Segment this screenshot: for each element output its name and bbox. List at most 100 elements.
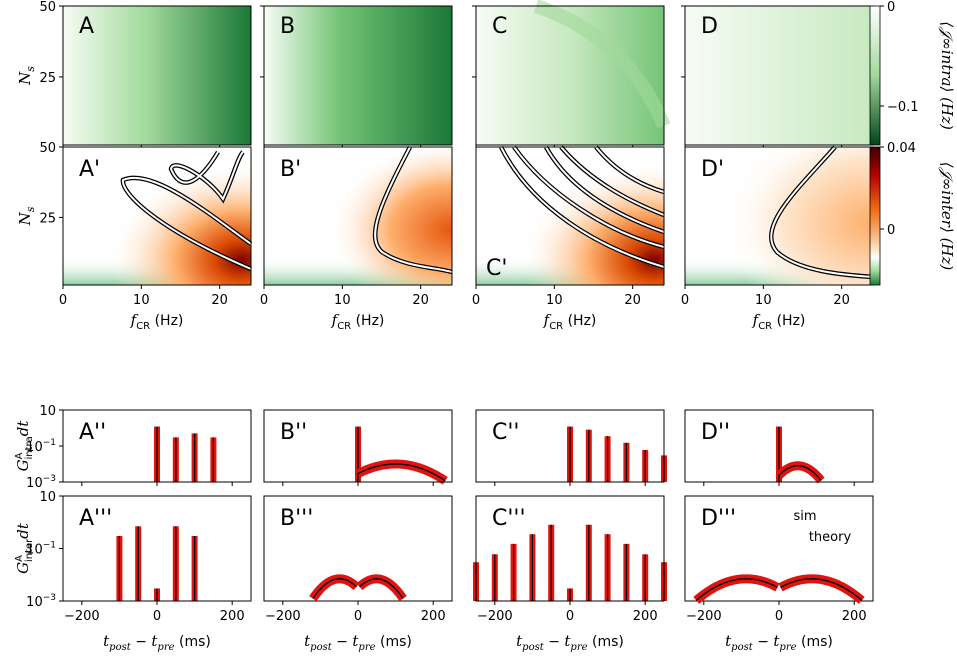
y-tick-label: 10−1: [26, 438, 56, 455]
y-axis-label: Ns: [16, 66, 37, 86]
y-tick-label: 25: [39, 211, 56, 226]
theory-bump: [778, 465, 822, 481]
y-label-dt: dt: [14, 420, 32, 437]
x-tick-label: −200: [265, 609, 301, 624]
panel-label-C': C': [486, 256, 507, 281]
contour-inner: [770, 146, 874, 278]
x-tick-label: 10: [334, 293, 351, 308]
x-tick-label: 10: [755, 293, 772, 308]
x-axis-label-main: f: [331, 311, 340, 329]
panel-label-B''': B''': [280, 506, 313, 531]
y-axis-label-sub: s: [24, 206, 37, 212]
theory-bump: [695, 578, 778, 601]
panel-label-C''': C''': [492, 506, 526, 531]
panel-label-D''': D''': [701, 506, 736, 531]
y-tick-base: 10: [26, 595, 43, 610]
x-label-post: post: [522, 642, 545, 653]
contour-inner: [169, 151, 244, 202]
x-tick-label: 20: [624, 293, 641, 308]
heatmap-hot-region: [476, 147, 664, 285]
theory-bump: [312, 578, 357, 599]
y-label-sub: intra: [24, 436, 35, 459]
y-axis-label-main: N: [16, 211, 34, 226]
x-label-t2: t: [151, 632, 158, 650]
heatmap-intra-D: [685, 6, 873, 145]
heatmap-intra-B: [264, 6, 452, 145]
x-label-t: t: [725, 632, 732, 650]
x-tick-label: 0: [566, 609, 574, 624]
x-tick-label: 0: [681, 293, 689, 308]
x-tick-label: −200: [64, 609, 100, 624]
contour-inner: [500, 146, 665, 268]
x-tick-label: 0: [775, 609, 783, 624]
y-tick-base: 10: [39, 490, 56, 505]
colorbar-intra: [869, 5, 881, 146]
axes-frame: [475, 5, 665, 146]
axes-frame: [475, 146, 665, 286]
x-label-pre: pre: [779, 642, 796, 653]
y-tick-base: 10: [26, 543, 43, 558]
y-label-sup: A: [14, 452, 25, 459]
x-axis-label: tpost − tpre (ms): [516, 632, 624, 653]
x-label-minus: −: [753, 634, 774, 650]
x-axis-label-main: f: [543, 311, 552, 329]
x-label-post: post: [109, 642, 132, 653]
y-axis-label: Ns: [16, 206, 37, 226]
x-tick-label: −200: [477, 609, 513, 624]
x-axis-label: tpost − tpre (ms): [103, 632, 211, 653]
x-tick-label: 0: [260, 293, 268, 308]
y-label-G: G: [14, 562, 32, 574]
y-tick-exp: −3: [43, 593, 56, 603]
y-tick-label: 10: [39, 490, 56, 505]
y-tick-label: 10−3: [26, 474, 56, 491]
heatmap-band: [533, 0, 671, 129]
x-tick-label: 0: [354, 609, 362, 624]
y-label-sup: A: [14, 555, 25, 562]
x-label-t2: t: [352, 632, 359, 650]
y-tick-base: 10: [26, 476, 43, 491]
contour-inner: [595, 146, 665, 193]
x-tick-label: 20: [833, 293, 850, 308]
y-axis-label-sub: s: [24, 66, 37, 72]
heatmap-hot-region: [63, 147, 251, 285]
x-axis-label-unit: (Hz): [772, 313, 805, 329]
y-tick-base: 10: [39, 404, 56, 419]
x-axis-label-sub: CR: [549, 321, 563, 332]
y-axis-label: GAintradt: [14, 420, 35, 472]
x-tick-label: 10: [546, 293, 563, 308]
y-tick-label: 10: [39, 404, 56, 419]
x-label-pre: pre: [570, 642, 587, 653]
x-label-t: t: [103, 632, 110, 650]
y-label-G: G: [14, 459, 32, 471]
colorbar-label-intra: ⟨𝒥∞intra⟩ (Hz): [938, 21, 956, 130]
heatmap-intra-A: [63, 6, 251, 145]
x-tick-label: −200: [686, 609, 722, 624]
x-label-t2: t: [773, 632, 780, 650]
y-tick-exp: −1: [43, 438, 56, 448]
x-axis-label-unit: (Hz): [351, 313, 384, 329]
colorbar-inter: [869, 146, 881, 286]
panel-label-C: C: [492, 14, 507, 39]
panel-label-A''': A''': [79, 506, 112, 531]
x-axis-label: fCR (Hz): [752, 311, 806, 332]
colorbar-tick-label: 0: [887, 0, 895, 15]
x-tick-label: 0: [59, 293, 67, 308]
y-tick-label: 10−1: [26, 541, 56, 558]
x-axis-label-main: f: [130, 311, 139, 329]
x-tick-label: 0: [153, 609, 161, 624]
colorbar-tick-label: −0.1: [887, 100, 919, 115]
contour-inner: [545, 146, 665, 233]
x-axis-label: fCR (Hz): [543, 311, 597, 332]
panel-label-D': D': [701, 157, 724, 182]
x-axis-label: fCR (Hz): [331, 311, 385, 332]
kernel-bg: [476, 496, 664, 601]
x-label-post: post: [731, 642, 754, 653]
x-label-unit: (ms): [175, 634, 211, 650]
y-label-dt: dt: [14, 522, 32, 539]
contour-inner: [374, 146, 453, 273]
panel-label-A': A': [79, 157, 100, 182]
theory-bump: [357, 463, 446, 482]
y-tick-label: 25: [39, 71, 56, 86]
